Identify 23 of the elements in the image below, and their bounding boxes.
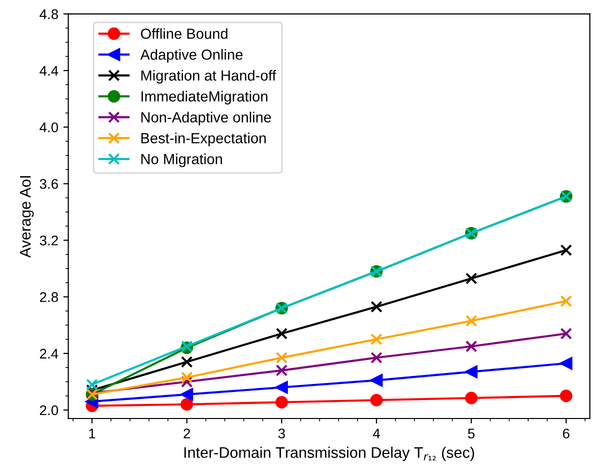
x-tick-label: 1 (89, 428, 96, 438)
y-tick-label: 3.6 (40, 179, 58, 189)
x-tick-label: 4 (372, 428, 380, 438)
legend-label: Offline Bound (140, 28, 228, 39)
legend-label: No Migration (141, 154, 222, 168)
legend-label: Non-Adaptive online (141, 112, 271, 126)
legend-label: Adaptive Online (140, 49, 243, 63)
y-tick-label: 2.4 (40, 348, 58, 358)
legend-label: Best-in-Expectation (141, 132, 266, 146)
y-tick-label: 2.0 (40, 405, 58, 416)
y-tick-label: 4.0 (40, 122, 58, 132)
legend-label: ImmediateMigration (142, 90, 268, 104)
y-tick-label: 4.4 (40, 66, 58, 76)
y-tick-label: 2.8 (40, 292, 58, 302)
y-tick-label: 4.8 (40, 9, 58, 20)
x-axis-title: Inter-Domain Transmission Delay T$_{r₁₂}$ (sec) (184, 446, 474, 461)
x-tick-label: 5 (468, 428, 475, 438)
y-tick-label: 3.2 (40, 236, 58, 246)
x-tick-label: 6 (562, 428, 570, 438)
x-tick-label: 2 (184, 428, 190, 438)
x-tick-label: 3 (278, 428, 285, 438)
legend-label: Migration at Hand-off (141, 70, 276, 84)
y-axis-title: Average AoI (20, 176, 34, 258)
